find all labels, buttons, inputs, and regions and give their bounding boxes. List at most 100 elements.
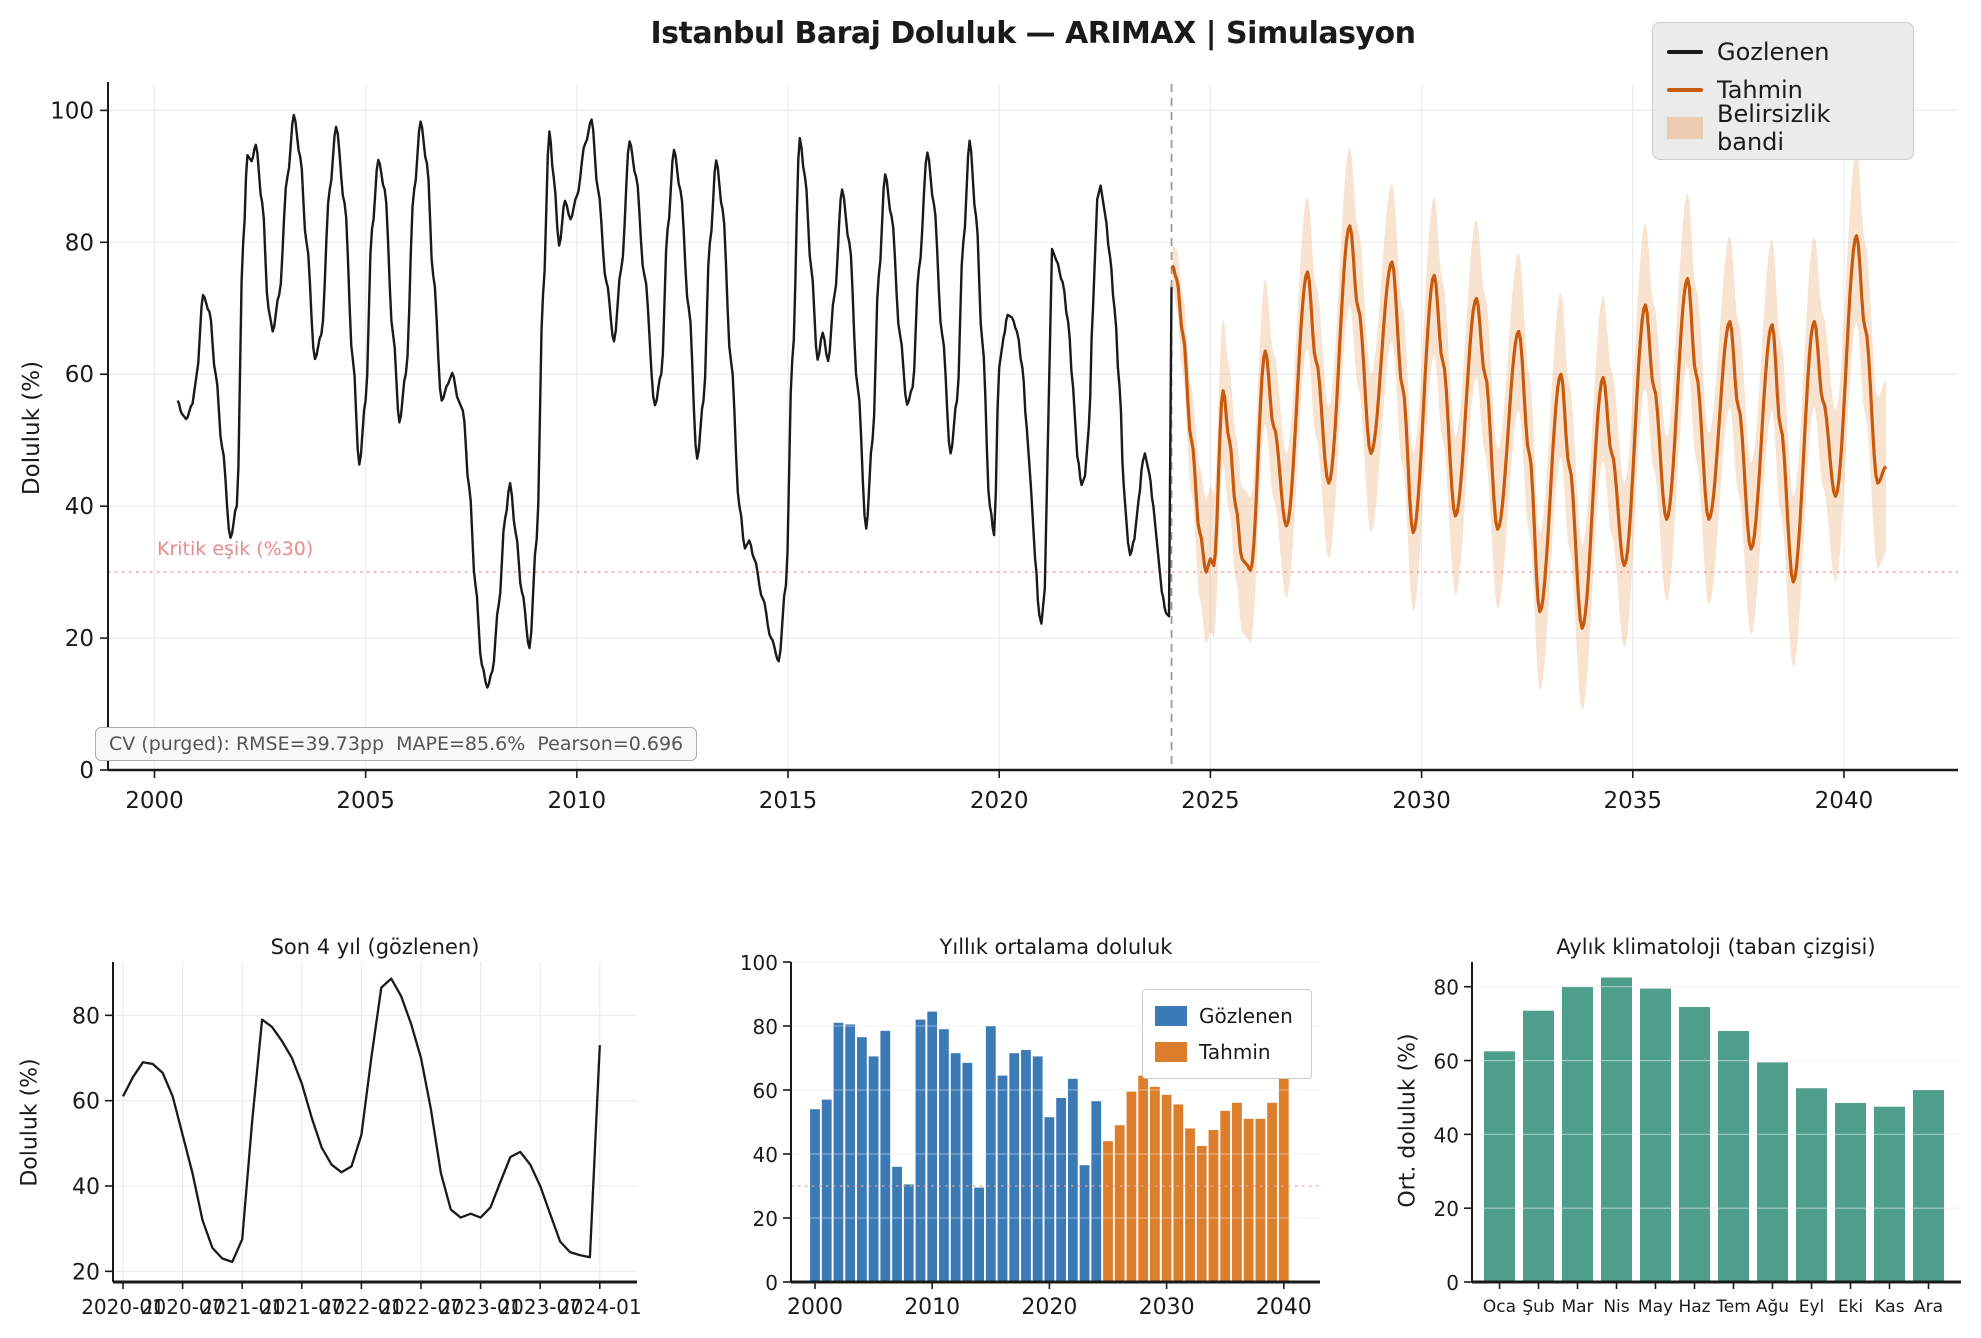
annual-bar bbox=[962, 1062, 973, 1282]
annual-bar bbox=[1255, 1118, 1266, 1282]
annual-bar bbox=[833, 1022, 844, 1282]
annual-y-tick-label: 100 bbox=[740, 951, 778, 975]
last4-x-tick-label: 2020-01 bbox=[81, 1295, 165, 1319]
climo-x-tick-label: Mar bbox=[1561, 1297, 1593, 1317]
climatology-bar bbox=[1796, 1088, 1827, 1282]
annual-bar bbox=[845, 1024, 856, 1282]
climatology-bar bbox=[1601, 977, 1632, 1282]
annual-title: Yıllık ortalama doluluk bbox=[939, 935, 1173, 959]
climatology-bar bbox=[1718, 1031, 1749, 1282]
annual-bar bbox=[892, 1166, 902, 1282]
annual-bar bbox=[1196, 1146, 1207, 1282]
climo-y-tick-label: 20 bbox=[1434, 1197, 1459, 1221]
annual-x-tick-label: 2030 bbox=[1139, 1295, 1195, 1320]
annual-bar bbox=[950, 1053, 961, 1282]
last4-y-axis-label: Doluluk (%) bbox=[17, 1058, 43, 1187]
main-x-tick-label: 2035 bbox=[1603, 788, 1662, 814]
annual-bar bbox=[997, 1075, 1008, 1282]
legend-item-forecast-bars: Tahmin bbox=[1155, 1034, 1299, 1070]
forecast-series-line bbox=[1170, 224, 1888, 630]
climo-x-tick-label: May bbox=[1638, 1297, 1673, 1317]
main-x-tick-label: 2005 bbox=[336, 788, 395, 814]
annual-bar bbox=[915, 1019, 926, 1282]
observed-series-line bbox=[176, 113, 1173, 689]
climo-y-tick-label: 80 bbox=[1434, 976, 1459, 1000]
last4-x-tick-label: 2021-07 bbox=[260, 1295, 344, 1319]
last4-title: Son 4 yıl (gözlenen) bbox=[270, 935, 480, 959]
main-y-tick-label: 80 bbox=[65, 230, 94, 256]
main-y-tick-label: 40 bbox=[65, 494, 94, 520]
last4-x-tick-label: 2024-01 bbox=[558, 1295, 642, 1319]
annual-bar bbox=[821, 1099, 832, 1282]
annual-x-tick-label: 2040 bbox=[1256, 1295, 1312, 1320]
legend-item-observed: Gozlenen bbox=[1667, 33, 1899, 71]
climo-x-tick-label: Eyl bbox=[1799, 1297, 1825, 1317]
main-x-tick-label: 2020 bbox=[970, 788, 1029, 814]
observed-line-swatch bbox=[1667, 50, 1703, 54]
annual-bar bbox=[1032, 1056, 1043, 1282]
last4-y-tick-label: 80 bbox=[72, 1004, 100, 1029]
climo-x-tick-label: Eki bbox=[1838, 1297, 1863, 1317]
main-x-tick-label: 2010 bbox=[548, 788, 607, 814]
last4-x-tick-label: 2022-01 bbox=[320, 1295, 404, 1319]
forecast-bar-swatch bbox=[1155, 1042, 1187, 1062]
climatology-bar bbox=[1640, 988, 1671, 1282]
annual-bar bbox=[1161, 1094, 1172, 1282]
climo-x-tick-label: Kas bbox=[1874, 1297, 1904, 1317]
annual-bar bbox=[1232, 1102, 1242, 1282]
main-legend: Gozlenen Tahmin Belirsizlik bandi bbox=[1652, 22, 1914, 160]
last4-x-tick-label: 2020-07 bbox=[141, 1295, 225, 1319]
critical-threshold-label: Kritik eşik (%30) bbox=[157, 538, 314, 560]
climatology-title: Aylık klimatoloji (taban çizgisi) bbox=[1556, 935, 1876, 959]
last4-y-tick-label: 60 bbox=[72, 1090, 100, 1115]
annual-bar bbox=[1173, 1104, 1184, 1282]
annual-y-tick-label: 80 bbox=[753, 1015, 778, 1039]
main-x-tick-label: 2030 bbox=[1392, 788, 1451, 814]
annual-bar bbox=[903, 1184, 914, 1282]
annual-bar bbox=[1138, 1075, 1149, 1282]
annual-y-tick-label: 0 bbox=[765, 1271, 778, 1295]
annual-bar bbox=[880, 1030, 891, 1282]
annual-bar bbox=[1044, 1117, 1055, 1282]
annual-bar bbox=[868, 1056, 879, 1282]
climo-y-tick-label: 60 bbox=[1434, 1050, 1459, 1074]
climo-x-tick-label: Ağu bbox=[1756, 1297, 1789, 1317]
annual-bar bbox=[1126, 1091, 1137, 1282]
main-y-tick-label: 0 bbox=[79, 758, 94, 784]
annual-bar bbox=[856, 1037, 867, 1282]
climo-x-tick-label: Şub bbox=[1522, 1297, 1554, 1317]
climo-x-tick-label: Oca bbox=[1483, 1297, 1516, 1317]
legend-label: Tahmin bbox=[1199, 1040, 1271, 1064]
annual-bar bbox=[1267, 1102, 1277, 1282]
annual-y-tick-label: 20 bbox=[753, 1207, 778, 1231]
climatology-bar bbox=[1484, 1051, 1515, 1282]
annual-bar bbox=[1114, 1125, 1125, 1282]
last4-x-tick-label: 2021-01 bbox=[200, 1295, 284, 1319]
legend-item-observed-bars: Gözlenen bbox=[1155, 998, 1299, 1034]
annual-bar bbox=[1243, 1118, 1254, 1282]
annual-bar bbox=[1278, 1078, 1289, 1282]
last4-y-tick-label: 20 bbox=[72, 1260, 100, 1285]
uncertainty-band-swatch bbox=[1667, 117, 1703, 139]
main-x-tick-label: 2025 bbox=[1181, 788, 1240, 814]
annual-legend: Gözlenen Tahmin bbox=[1142, 989, 1312, 1079]
climo-y-tick-label: 40 bbox=[1434, 1123, 1459, 1147]
climatology-bar bbox=[1913, 1090, 1944, 1282]
last4-x-tick-label: 2023-01 bbox=[439, 1295, 523, 1319]
legend-label: Gozlenen bbox=[1717, 38, 1830, 66]
annual-bar bbox=[1056, 1098, 1067, 1282]
cv-stats-box: CV (purged): RMSE=39.73pp MAPE=85.6% Pea… bbox=[95, 727, 698, 761]
annual-bar bbox=[939, 1029, 949, 1282]
climo-x-tick-label: Nis bbox=[1603, 1297, 1629, 1317]
climo-y-tick-label: 0 bbox=[1446, 1271, 1459, 1295]
annual-bar bbox=[1149, 1086, 1160, 1282]
annual-x-tick-label: 2020 bbox=[1021, 1295, 1077, 1320]
main-y-tick-label: 20 bbox=[65, 626, 94, 652]
annual-bar bbox=[1079, 1165, 1090, 1282]
annual-bar bbox=[810, 1109, 820, 1282]
climatology-y-axis-label: Ort. doluluk (%) bbox=[1395, 1033, 1421, 1208]
last4-x-tick-label: 2023-07 bbox=[498, 1295, 582, 1319]
annual-bar bbox=[1067, 1078, 1078, 1282]
